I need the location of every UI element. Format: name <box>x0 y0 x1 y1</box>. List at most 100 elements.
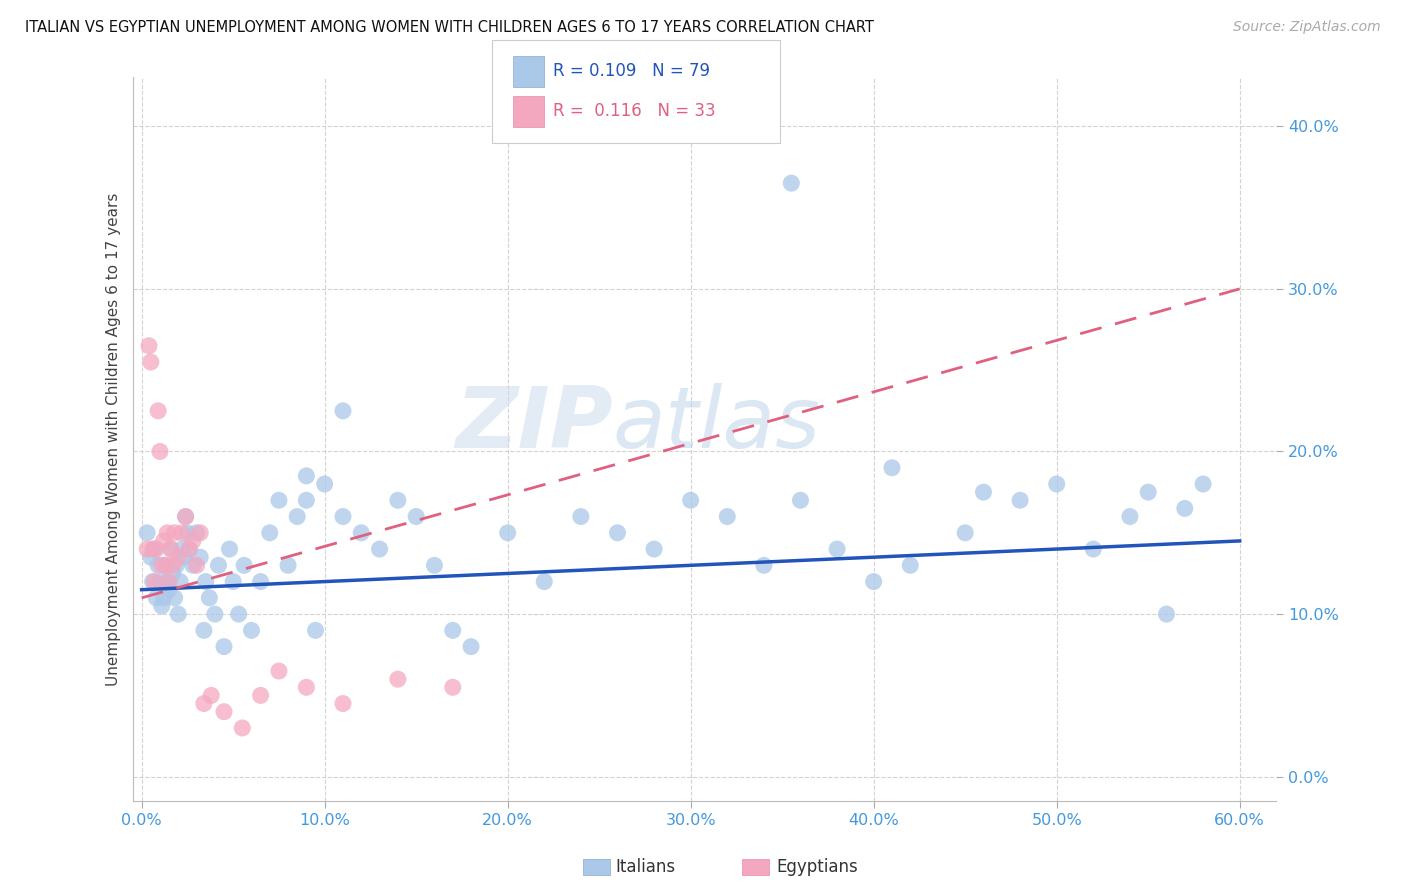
Point <box>181 558 204 573</box>
Point <box>170 542 193 557</box>
Point <box>188 525 211 540</box>
Point <box>533 574 555 589</box>
Point <box>1083 542 1105 557</box>
Point <box>295 493 318 508</box>
Text: ZIP: ZIP <box>456 384 613 467</box>
Point <box>643 542 665 557</box>
Point <box>679 493 702 508</box>
Text: Egyptians: Egyptians <box>776 858 858 876</box>
Point <box>222 574 245 589</box>
Point <box>825 542 848 557</box>
Point <box>145 591 167 605</box>
Point <box>387 493 409 508</box>
Text: R = 0.109   N = 79: R = 0.109 N = 79 <box>553 62 710 80</box>
Point <box>267 664 290 678</box>
Point <box>295 681 318 695</box>
Text: R =  0.116   N = 33: R = 0.116 N = 33 <box>553 103 716 120</box>
Point <box>295 468 318 483</box>
Point <box>231 721 253 735</box>
Point <box>160 542 183 557</box>
Point <box>136 525 159 540</box>
Point <box>332 697 354 711</box>
Point <box>198 591 221 605</box>
Point <box>150 599 173 613</box>
Point <box>1192 477 1215 491</box>
Point <box>146 558 169 573</box>
Point <box>169 574 191 589</box>
Point <box>249 574 271 589</box>
Point <box>143 542 166 557</box>
Point <box>1137 485 1160 500</box>
Point <box>149 444 172 458</box>
Point <box>441 681 464 695</box>
Point <box>186 558 208 573</box>
Point <box>332 509 354 524</box>
Point <box>752 558 775 573</box>
Point <box>167 607 190 621</box>
Point <box>155 558 177 573</box>
Point <box>1156 607 1178 621</box>
Point <box>143 574 166 589</box>
Point <box>368 542 391 557</box>
Point <box>163 591 186 605</box>
Text: Italians: Italians <box>616 858 676 876</box>
Point <box>156 525 179 540</box>
Point <box>569 509 592 524</box>
Point <box>314 477 336 491</box>
Point <box>139 355 162 369</box>
Point <box>423 558 446 573</box>
Point <box>898 558 921 573</box>
Point <box>139 550 162 565</box>
Point <box>162 566 184 581</box>
Point <box>163 525 186 540</box>
Point <box>157 582 180 597</box>
Point <box>170 525 193 540</box>
Point <box>228 607 250 621</box>
Y-axis label: Unemployment Among Women with Children Ages 6 to 17 years: Unemployment Among Women with Children A… <box>107 193 121 686</box>
Point <box>350 525 373 540</box>
Point <box>259 525 281 540</box>
Point <box>193 697 215 711</box>
Point <box>1046 477 1069 491</box>
Point <box>142 574 165 589</box>
Point <box>972 485 994 500</box>
Point <box>200 689 222 703</box>
Point <box>193 624 215 638</box>
Point <box>218 542 240 557</box>
Point <box>387 672 409 686</box>
Point <box>880 460 903 475</box>
Point <box>167 550 190 565</box>
Point <box>716 509 738 524</box>
Point <box>194 574 217 589</box>
Point <box>162 558 184 573</box>
Point <box>233 558 256 573</box>
Point <box>179 542 201 557</box>
Point <box>157 574 180 589</box>
Point <box>165 558 187 573</box>
Point <box>181 533 204 548</box>
Point <box>173 550 195 565</box>
Point <box>606 525 628 540</box>
Point <box>160 542 183 557</box>
Point <box>155 558 177 573</box>
Point <box>150 558 173 573</box>
Point <box>789 493 811 508</box>
Point <box>149 574 172 589</box>
Point <box>186 525 208 540</box>
Point <box>285 509 308 524</box>
Point <box>249 689 271 703</box>
Point <box>156 574 179 589</box>
Point <box>136 542 159 557</box>
Point <box>146 404 169 418</box>
Point <box>138 339 160 353</box>
Point <box>212 640 235 654</box>
Point <box>152 533 174 548</box>
Point <box>1174 501 1197 516</box>
Point <box>174 509 197 524</box>
Point <box>1010 493 1032 508</box>
Point <box>496 525 519 540</box>
Text: atlas: atlas <box>613 384 821 467</box>
Point <box>176 525 198 540</box>
Point <box>277 558 299 573</box>
Point <box>1119 509 1142 524</box>
